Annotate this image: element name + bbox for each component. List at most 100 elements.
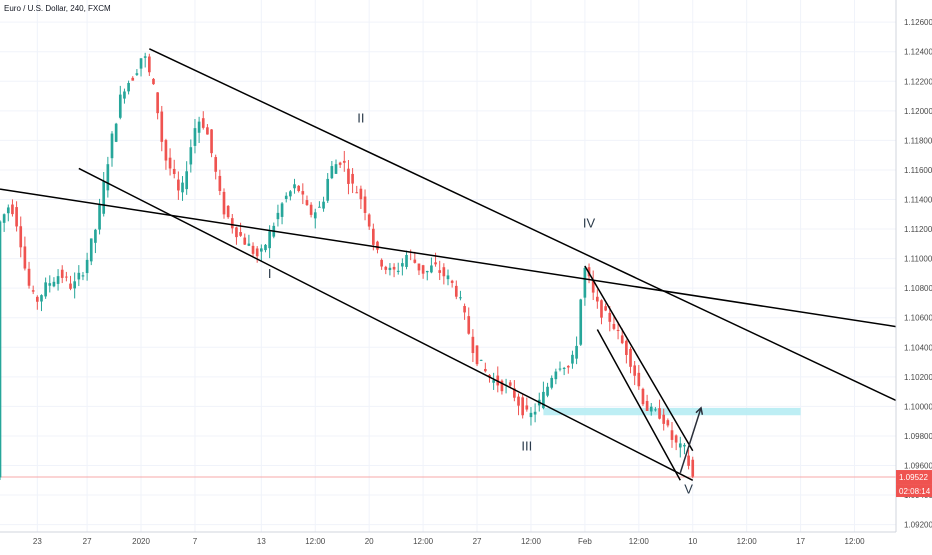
candle-body: [243, 237, 247, 245]
candle-body: [301, 191, 305, 195]
grid: [0, 0, 896, 532]
candle-body: [471, 336, 475, 354]
candle-body: [546, 386, 549, 396]
candle-body: [127, 82, 130, 92]
candle-body: [425, 270, 429, 273]
candle-body: [625, 340, 628, 355]
candle-body: [6, 207, 10, 214]
candle-body: [492, 380, 495, 383]
candle-body: [484, 368, 487, 372]
y-tick-label: 1.12200: [904, 77, 932, 86]
candle-body: [260, 248, 263, 252]
y-tick-label: 1.10000: [904, 402, 932, 411]
candle-body: [542, 391, 545, 409]
candle-body: [571, 354, 574, 364]
candle-body: [214, 157, 218, 172]
candle-body: [687, 455, 690, 466]
candle-body: [60, 269, 64, 278]
wave-label: III: [521, 439, 532, 454]
candle-body: [600, 300, 603, 318]
candle-body: [313, 212, 317, 219]
candle-body: [355, 192, 359, 194]
candle-body: [637, 372, 641, 387]
candle-body: [284, 195, 288, 199]
trendline: [149, 48, 897, 402]
x-tick-label: 12:00: [305, 537, 326, 546]
candle-body: [438, 270, 442, 273]
x-tick-label: 12:00: [413, 537, 434, 546]
candle-body: [479, 359, 483, 361]
candle-body: [81, 275, 85, 277]
candle-body: [102, 181, 106, 214]
candle-body: [550, 377, 554, 388]
trendline: [0, 188, 897, 328]
candle-body: [98, 204, 101, 230]
candle-body: [85, 259, 89, 274]
x-tick-label: 13: [257, 537, 266, 546]
candle-body: [513, 388, 516, 398]
support-zone-layer: [0, 407, 896, 478]
candle-body: [554, 371, 558, 380]
countdown-tag: [896, 484, 932, 498]
y-tick-label: 1.09800: [904, 432, 932, 441]
candle-body: [596, 296, 599, 302]
candle-body: [454, 285, 458, 297]
candle-body: [442, 267, 446, 277]
trendlines[interactable]: [0, 48, 897, 481]
candle-body: [367, 214, 371, 227]
candle-body: [189, 147, 193, 165]
y-tick-label: 1.10800: [904, 284, 932, 293]
candle-body: [678, 443, 682, 448]
candle-body: [73, 281, 76, 289]
y-tick-label: 1.12000: [904, 107, 932, 116]
y-tick-label: 1.10600: [904, 314, 932, 323]
candle-body: [351, 173, 354, 184]
trendline: [584, 265, 694, 452]
candle-body: [160, 111, 164, 142]
candle-body: [330, 166, 334, 179]
last-price-value: 1.09522: [899, 473, 928, 482]
candle-body: [289, 191, 292, 197]
wave-label: IV: [583, 216, 596, 231]
candle-body: [23, 246, 27, 269]
candle-body: [143, 56, 147, 58]
candle-body: [629, 348, 632, 367]
candle-body: [508, 382, 512, 386]
trendline: [78, 167, 694, 481]
candle-body: [297, 185, 300, 192]
candle-body: [276, 212, 280, 220]
candle-body: [193, 128, 197, 146]
candle-body: [152, 78, 155, 85]
candle-body: [326, 178, 330, 201]
candle-body: [318, 206, 321, 208]
candle-body: [185, 171, 188, 190]
candle-body: [235, 227, 238, 238]
x-tick-label: 12:00: [629, 537, 650, 546]
x-tick-label: 12:00: [737, 537, 758, 546]
candle-body: [15, 207, 18, 227]
candle-body: [168, 157, 172, 169]
candle-body: [450, 280, 454, 283]
candle-body: [396, 270, 400, 272]
symbol-title: Euro / U.S. Dollar, 240, FXCM: [4, 4, 111, 13]
candle-body: [525, 405, 529, 410]
candle-body: [575, 345, 578, 359]
candle-body: [670, 430, 674, 440]
candle-body: [500, 380, 504, 392]
candle-body: [139, 58, 143, 69]
candle-body: [206, 127, 209, 135]
x-tick-label: 27: [83, 537, 92, 546]
candle-body: [633, 365, 636, 376]
candle-body: [264, 244, 267, 251]
candle-body: [413, 259, 417, 263]
candle-body: [604, 306, 607, 311]
candle-body: [334, 164, 338, 174]
candle-body: [641, 388, 645, 405]
candle-body: [94, 229, 97, 243]
y-tick-label: 1.10200: [904, 373, 932, 382]
x-tick-label: 12:00: [521, 537, 542, 546]
